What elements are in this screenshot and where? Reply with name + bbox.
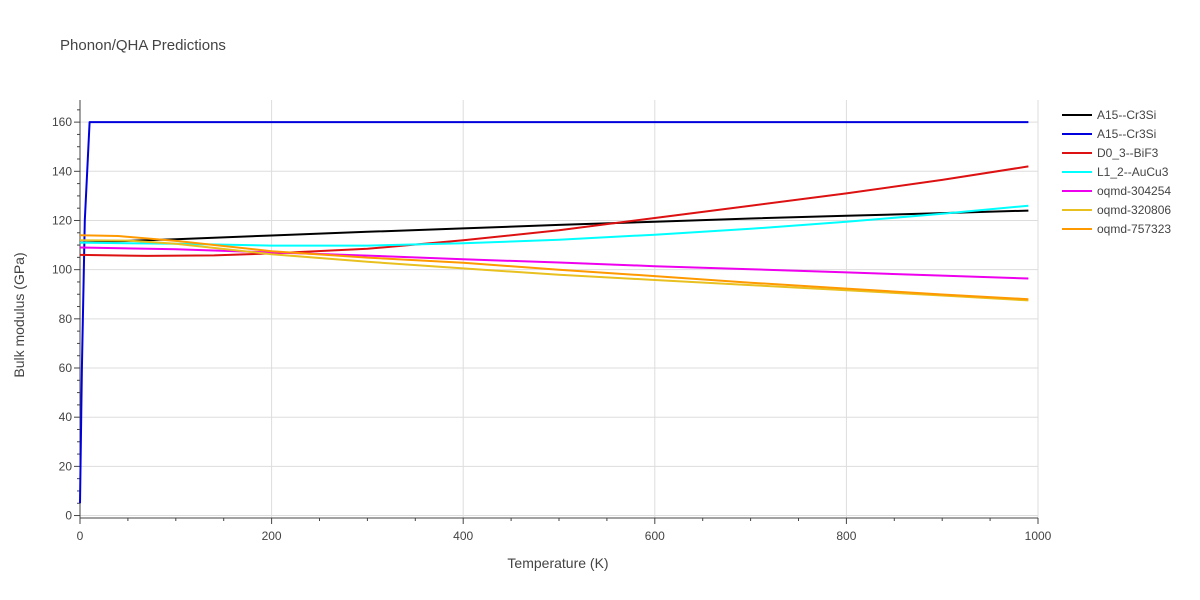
- x-axis-title: Temperature (K): [507, 555, 608, 571]
- legend-item-3[interactable]: D0_3--BiF3: [1062, 146, 1159, 160]
- y-tick-label: 120: [52, 213, 72, 227]
- series-line-7: [79, 234, 1029, 301]
- y-tick-label: 140: [52, 164, 72, 178]
- x-tick-label: 400: [453, 529, 473, 543]
- legend-label: A15--Cr3Si: [1097, 108, 1156, 122]
- legend-item-2[interactable]: A15--Cr3Si: [1062, 127, 1156, 141]
- series-line-6: [79, 239, 1029, 302]
- legend-label: D0_3--BiF3: [1097, 146, 1159, 160]
- series-line-2: [79, 121, 1029, 504]
- chart-title: Phonon/QHA Predictions: [60, 37, 226, 54]
- x-tick-label: 600: [645, 529, 665, 543]
- plot-area: [79, 121, 1029, 504]
- legend-label: A15--Cr3Si: [1097, 127, 1156, 141]
- tick-labels: 0 200 400 600 800 1000 0 20 40 60 80 100 120 140 160: [52, 115, 1052, 543]
- legend[interactable]: A15--Cr3Si A15--Cr3Si D0_3--BiF3 L1_2--AuCu…: [1062, 108, 1171, 236]
- legend-item-6[interactable]: oqmd-320806: [1062, 203, 1171, 217]
- y-tick-label: 80: [59, 312, 73, 326]
- legend-item-1[interactable]: A15--Cr3Si: [1062, 108, 1156, 122]
- series-line-3: [79, 165, 1029, 257]
- x-tick-label: 200: [262, 529, 282, 543]
- y-tick-label: 100: [52, 263, 72, 277]
- legend-item-5[interactable]: oqmd-304254: [1062, 184, 1171, 198]
- x-tick-label: 0: [77, 529, 84, 543]
- axes: [74, 100, 1039, 524]
- legend-item-4[interactable]: L1_2--AuCu3: [1062, 165, 1169, 179]
- series-line-4: [79, 204, 1029, 247]
- y-tick-label: 160: [52, 115, 72, 129]
- grid: [80, 100, 1039, 518]
- legend-label: oqmd-757323: [1097, 222, 1171, 236]
- x-tick-label: 1000: [1025, 529, 1052, 543]
- y-tick-label: 0: [65, 509, 72, 523]
- y-tick-label: 40: [59, 410, 73, 424]
- series-line-1: [79, 209, 1029, 244]
- y-axis-title: Bulk modulus (GPa): [11, 252, 27, 377]
- legend-label: oqmd-320806: [1097, 203, 1171, 217]
- legend-label: oqmd-304254: [1097, 184, 1171, 198]
- legend-label: L1_2--AuCu3: [1097, 165, 1169, 179]
- x-tick-label: 800: [836, 529, 856, 543]
- y-tick-label: 60: [59, 361, 73, 375]
- y-tick-label: 20: [59, 459, 73, 473]
- legend-item-7[interactable]: oqmd-757323: [1062, 222, 1171, 236]
